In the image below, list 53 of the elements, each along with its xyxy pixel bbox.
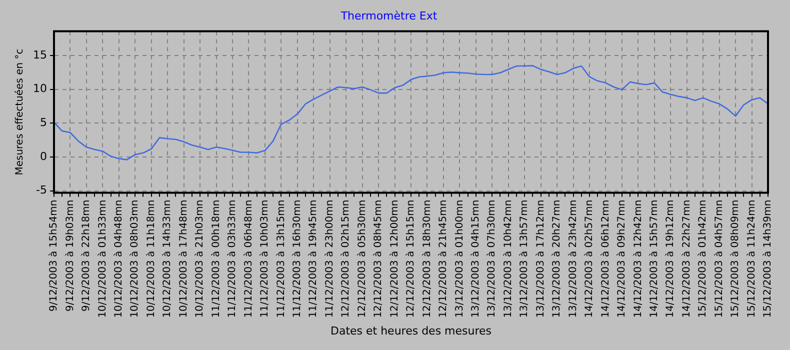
x-tick-label: 11/12/2003 à 23h00mn bbox=[324, 200, 336, 318]
x-tick-label: 14/12/2003 à 02h57mn bbox=[584, 200, 596, 318]
x-tick-label: 10/12/2003 à 14h33mn bbox=[162, 200, 174, 318]
y-tick-label: 5 bbox=[40, 116, 47, 130]
x-tick-label: 9/12/2003 à 15h54mn bbox=[48, 200, 60, 312]
x-tick-label: 10/12/2003 à 11h18mn bbox=[146, 200, 157, 318]
x-tick-label: 10/12/2003 à 04h48mn bbox=[114, 200, 124, 318]
x-axis-title: Dates et heures des mesures bbox=[330, 324, 492, 338]
y-tick-label: -5 bbox=[36, 184, 47, 197]
x-tick-label: 12/12/2003 à 18h30mn bbox=[422, 200, 433, 318]
x-tick-label: 10/12/2003 à 01h33mn bbox=[97, 200, 108, 318]
x-tick-label: 11/12/2003 à 19h45mn bbox=[308, 200, 320, 318]
x-tick-label: 11/12/2003 à 16h30mn bbox=[292, 200, 303, 318]
x-tick-label: 11/12/2003 à 03h33mn bbox=[227, 200, 238, 318]
x-tick-label: 14/12/2003 à 09h27mn bbox=[616, 200, 628, 318]
x-tick-label: 11/12/2003 à 00h18mn bbox=[210, 200, 222, 318]
x-tick-label: 11/12/2003 à 10h03mn bbox=[260, 200, 271, 318]
x-tick-label: 10/12/2003 à 08h03mn bbox=[130, 200, 141, 318]
x-tick-label: 10/12/2003 à 17h48mn bbox=[178, 200, 190, 318]
x-tick-label: 13/12/2003 à 04h15mn bbox=[470, 200, 482, 318]
x-tick-label: 15/12/2003 à 01h42mn bbox=[698, 200, 709, 318]
x-tick-label: 14/12/2003 à 06h12mn bbox=[600, 200, 612, 318]
chart-title: Thermomètre Ext bbox=[340, 9, 438, 22]
x-tick-label: 13/12/2003 à 23h42mn bbox=[568, 200, 579, 318]
x-tick-label: 15/12/2003 à 04h57mn bbox=[714, 200, 725, 318]
x-tick-label: 12/12/2003 à 08h45mn bbox=[373, 200, 384, 318]
x-tick-label: 10/12/2003 à 21h03mn bbox=[194, 200, 206, 318]
x-tick-label: 12/12/2003 à 05h30mn bbox=[356, 200, 368, 318]
x-tick-label: 11/12/2003 à 13h15mn bbox=[276, 200, 287, 318]
x-tick-label: 13/12/2003 à 20h27mn bbox=[552, 200, 563, 318]
x-tick-label: 12/12/2003 à 15h15mn bbox=[406, 200, 417, 318]
y-tick-label: 0 bbox=[40, 150, 47, 163]
x-tick-label: 13/12/2003 à 13h57mn bbox=[519, 200, 530, 318]
x-tick-label: 9/12/2003 à 22h18mn bbox=[81, 200, 92, 312]
y-tick-label: 10 bbox=[32, 82, 47, 96]
x-tick-label: 14/12/2003 à 12h42mn bbox=[632, 200, 644, 318]
x-tick-label: 15/12/2003 à 11h24mn bbox=[746, 200, 758, 318]
x-tick-label: 12/12/2003 à 02h15mn bbox=[340, 200, 352, 318]
x-tick-label: 12/12/2003 à 21h45mn bbox=[438, 200, 450, 318]
x-tick-label: 13/12/2003 à 01h00mn bbox=[454, 200, 466, 318]
x-tick-label: 12/12/2003 à 12h00mn bbox=[389, 200, 400, 318]
x-tick-label: 15/12/2003 à 14h39mn bbox=[762, 200, 774, 318]
x-tick-label: 13/12/2003 à 10h42mn bbox=[502, 200, 514, 318]
x-tick-label: 15/12/2003 à 08h09mn bbox=[730, 200, 742, 318]
x-tick-label: 13/12/2003 à 07h30mn bbox=[486, 200, 498, 318]
x-tick-label: 14/12/2003 à 22h27mn bbox=[681, 200, 692, 318]
x-tick-label: 14/12/2003 à 19h12mn bbox=[665, 200, 676, 318]
x-tick-label: 11/12/2003 à 06h48mn bbox=[243, 200, 254, 318]
x-tick-label: 9/12/2003 à 19h03mn bbox=[64, 200, 76, 312]
y-tick-label: 15 bbox=[32, 48, 47, 62]
y-axis-title: Mesures effectuées en °c bbox=[14, 48, 26, 176]
x-tick-label: 13/12/2003 à 17h12mn bbox=[535, 200, 546, 318]
x-tick-label: 14/12/2003 à 15h57mn bbox=[649, 200, 660, 318]
